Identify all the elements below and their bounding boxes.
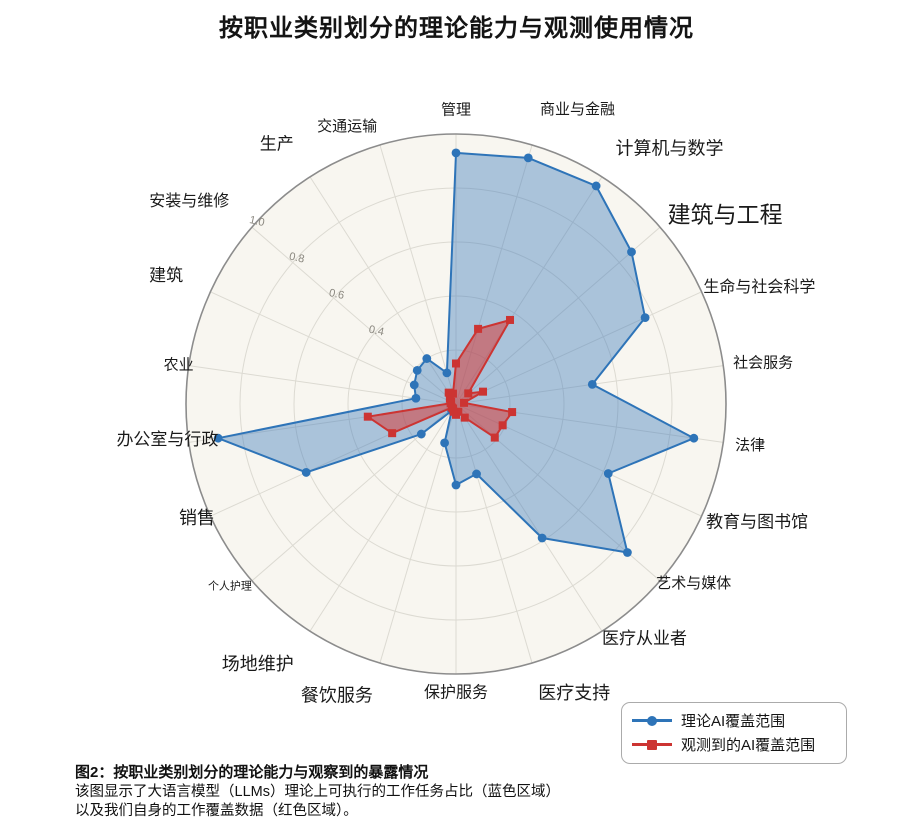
category-label-20: 生产 xyxy=(260,135,294,154)
category-label-8: 艺术与媒体 xyxy=(656,575,731,592)
grid-spoke xyxy=(309,176,457,405)
blue-point-7 xyxy=(603,469,613,478)
blue-point-20 xyxy=(422,354,432,363)
category-label-16: 办公室与行政 xyxy=(116,430,218,449)
blue-line-circle-marker-icon xyxy=(632,715,672,726)
category-label-11: 保护服务 xyxy=(424,684,488,702)
red-point-7 xyxy=(498,421,507,430)
category-label-1: 商业与金融 xyxy=(540,101,615,118)
blue-point-17 xyxy=(411,393,421,403)
blue-point-9 xyxy=(537,533,547,543)
category-labels: 管理 商业与金融计算机与数学建筑与工程生命与社会科学社会服务法律教育与图书馆艺术与… xyxy=(116,101,815,706)
red-point-16 xyxy=(363,412,372,421)
grid-spoke xyxy=(379,403,457,664)
legend-item-observed: 观测到的AI覆盖范围 xyxy=(632,734,836,755)
blue-point-6 xyxy=(689,433,699,443)
radial-tick-label: 1.0 xyxy=(248,214,265,229)
radial-tick-label: 0.8 xyxy=(288,251,305,266)
grid-spoke xyxy=(309,403,457,632)
category-label-13: 场地维护 xyxy=(222,654,294,674)
legend-item-theoretical: 理论AI覆盖范围 xyxy=(632,710,836,731)
radial-tick-label: 0.6 xyxy=(328,287,345,302)
blue-point-5 xyxy=(587,380,597,389)
grid-spoke xyxy=(251,226,457,405)
chart-title: 按职业类别划分的理论能力与观测使用情况 xyxy=(219,15,694,42)
category-label-14: 个人护理 xyxy=(208,579,252,593)
blue-point-0 xyxy=(451,148,461,158)
category-label-6: 法律 xyxy=(735,437,765,454)
red-series xyxy=(363,315,517,442)
red-point-20 xyxy=(444,388,453,397)
legend-label-observed: 观测到的AI覆盖范围 xyxy=(681,737,816,754)
blue-point-14 xyxy=(416,429,426,439)
red-point-19 xyxy=(445,394,454,403)
category-label-21: 交通运输 xyxy=(317,117,377,135)
category-label-2: 计算机与数学 xyxy=(615,138,723,158)
red-point-9 xyxy=(460,413,469,422)
category-label-19: 安装与维修 xyxy=(149,192,229,210)
red-point-1 xyxy=(474,324,483,333)
grid-spoke xyxy=(455,403,603,632)
legend: 理论AI覆盖范围 观测到的AI覆盖范围 xyxy=(621,702,847,764)
blue-point-21 xyxy=(442,368,452,378)
radial-tick-labels: 0.4 0.6 0.8 1.0 xyxy=(248,214,385,338)
red-point-15 xyxy=(388,429,397,438)
grid-spoke xyxy=(455,226,661,405)
blue-point-18 xyxy=(409,380,419,390)
grid-spoke xyxy=(188,365,457,405)
category-label-5: 社会服务 xyxy=(733,354,793,371)
red-point-21 xyxy=(448,389,457,398)
category-label-7: 教育与图书馆 xyxy=(706,512,808,531)
blue-point-15 xyxy=(301,468,311,477)
red-point-14 xyxy=(447,403,456,412)
red-point-2 xyxy=(506,315,515,324)
blue-point-8 xyxy=(623,548,632,557)
category-label-15: 销售 xyxy=(179,508,215,528)
figure-caption: 图2：按职业类别划分的理论能力与观察到的暴露情况 该图显示了大语言模型（LLMs… xyxy=(75,763,635,822)
red-point-8 xyxy=(490,433,499,442)
red-point-3 xyxy=(464,389,473,398)
red-point-5 xyxy=(460,398,469,407)
caption-title: 图2：按职业类别划分的理论能力与观察到的暴露情况 xyxy=(75,764,429,781)
category-label-12: 餐饮服务 xyxy=(301,686,373,706)
caption-body-line2: 以及我们自身的工作覆盖数据（红色区域）。 xyxy=(75,803,358,819)
category-label-9: 医疗从业者 xyxy=(602,629,687,648)
red-point-6 xyxy=(508,408,517,417)
radial-tick-label: 0.4 xyxy=(368,324,385,339)
category-label-3: 建筑与工程 xyxy=(668,202,783,228)
blue-point-12 xyxy=(440,438,449,448)
blue-point-1 xyxy=(523,153,533,163)
blue-point-11 xyxy=(451,480,461,490)
red-line-square-marker-icon xyxy=(632,739,672,750)
blue-point-3 xyxy=(627,247,636,257)
blue-point-10 xyxy=(472,469,481,479)
blue-point-19 xyxy=(412,366,422,375)
grid-spoke xyxy=(455,403,533,664)
blue-point-16 xyxy=(213,433,223,443)
blue-series xyxy=(213,148,699,557)
category-label-18: 建筑 xyxy=(149,266,183,285)
red-point-4 xyxy=(479,387,488,396)
legend-label-theoretical: 理论AI覆盖范围 xyxy=(681,713,786,730)
caption-body-line1: 该图显示了大语言模型（LLMs）理论上可执行的工作任务占比（蓝色区域） xyxy=(75,783,560,800)
category-label-4: 生命与社会科学 xyxy=(703,278,815,296)
blue-point-4 xyxy=(640,313,650,323)
outer-ring xyxy=(185,133,727,675)
category-label-0: 管理 xyxy=(441,102,471,119)
blue-point-2 xyxy=(591,181,601,191)
grid-spoke xyxy=(455,291,702,405)
category-label-17: 农业 xyxy=(164,357,194,374)
grid-spoke xyxy=(379,144,457,405)
red-point-0 xyxy=(452,359,460,368)
category-label-10: 医疗支持 xyxy=(538,683,610,703)
